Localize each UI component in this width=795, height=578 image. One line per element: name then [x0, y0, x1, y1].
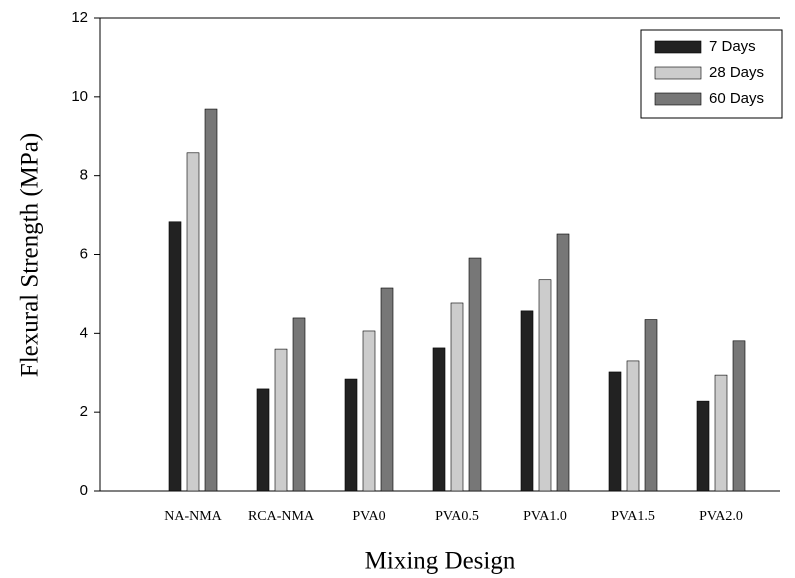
y-axis-title: Flexural Strength (MPa) — [17, 133, 44, 377]
chart: Mixing Design Flexural Strength (MPa) 0 2… — [0, 0, 795, 578]
bar — [733, 341, 745, 491]
bar — [697, 401, 709, 491]
bar — [627, 361, 639, 491]
legend-label: 7 Days — [709, 38, 756, 55]
bar — [169, 222, 181, 491]
y-tick-label: 4 — [80, 324, 88, 341]
bar — [521, 311, 533, 491]
x-tick-label: PVA1.0 — [523, 509, 567, 524]
bar — [609, 372, 621, 491]
bar — [433, 348, 445, 491]
bar — [293, 318, 305, 491]
bar — [205, 109, 217, 491]
bar — [187, 153, 199, 491]
bar — [345, 379, 357, 491]
bar — [275, 349, 287, 491]
bar — [257, 389, 269, 491]
y-tick-label: 8 — [80, 167, 88, 184]
legend-swatch — [655, 93, 701, 105]
bar — [451, 303, 463, 491]
y-tick-label: 12 — [71, 9, 88, 26]
bar — [381, 288, 393, 491]
y-tick-label: 2 — [80, 403, 88, 420]
y-tick-label: 0 — [80, 482, 88, 499]
bar — [363, 331, 375, 491]
legend-swatch — [655, 41, 701, 53]
x-tick-label: PVA2.0 — [699, 509, 743, 524]
legend-label: 28 Days — [709, 64, 764, 81]
legend-swatch — [655, 67, 701, 79]
x-tick-label: NA-NMA — [164, 509, 222, 524]
bar — [645, 320, 657, 491]
bar — [557, 234, 569, 491]
legend-label: 60 Days — [709, 90, 764, 107]
x-axis-title: Mixing Design — [365, 548, 516, 575]
y-tick-label: 10 — [71, 88, 88, 105]
x-tick-label: RCA-NMA — [248, 509, 315, 524]
bar — [715, 375, 727, 491]
bar — [469, 258, 481, 491]
y-tick-label: 6 — [80, 245, 88, 262]
bar — [539, 280, 551, 491]
x-tick-label: PVA0 — [352, 509, 385, 524]
x-tick-label: PVA1.5 — [611, 509, 655, 524]
x-tick-label: PVA0.5 — [435, 509, 479, 524]
